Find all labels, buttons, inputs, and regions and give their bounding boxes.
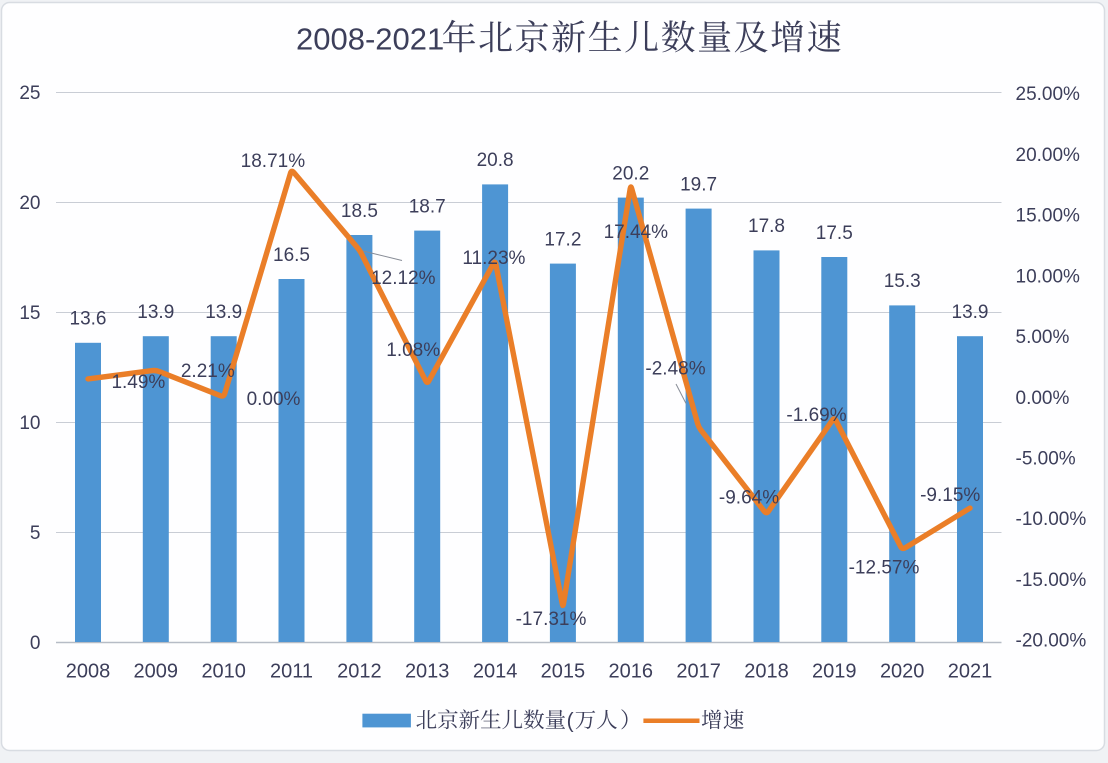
svg-text:10: 10 <box>19 413 40 434</box>
svg-text:10.00%: 10.00% <box>1016 266 1081 287</box>
svg-text:15: 15 <box>19 303 40 324</box>
svg-text:2008-2021: 2008-2021 <box>296 22 444 57</box>
svg-text:2018: 2018 <box>744 661 789 683</box>
svg-text:11.23%: 11.23% <box>462 248 525 269</box>
svg-text:5: 5 <box>30 523 41 544</box>
svg-text:-2.48%: -2.48% <box>645 359 705 380</box>
svg-text:18.5: 18.5 <box>341 201 378 222</box>
svg-text:0.00%: 0.00% <box>247 389 301 410</box>
svg-text:2016: 2016 <box>609 661 654 683</box>
svg-text:-1.69%: -1.69% <box>786 405 846 426</box>
svg-text:20.00%: 20.00% <box>1016 145 1081 166</box>
svg-text:25.00%: 25.00% <box>1016 84 1081 105</box>
svg-text:16.5: 16.5 <box>273 245 310 266</box>
svg-text:2010: 2010 <box>201 661 246 683</box>
svg-text:15.00%: 15.00% <box>1016 206 1081 227</box>
svg-text:-17.31%: -17.31% <box>516 609 587 630</box>
svg-text:13.9: 13.9 <box>137 302 174 323</box>
svg-text:1.08%: 1.08% <box>386 340 440 361</box>
svg-text:-10.00%: -10.00% <box>1016 509 1087 530</box>
svg-text:20.2: 20.2 <box>612 163 649 184</box>
svg-text:-9.64%: -9.64% <box>719 487 779 508</box>
svg-text:2019: 2019 <box>812 661 857 683</box>
svg-text:2013: 2013 <box>405 661 450 683</box>
svg-text:17.44%: 17.44% <box>604 222 669 243</box>
svg-text:17.5: 17.5 <box>816 223 853 244</box>
svg-text:13.9: 13.9 <box>952 302 989 323</box>
svg-text:20.8: 20.8 <box>477 150 514 171</box>
svg-text:-5.00%: -5.00% <box>1016 449 1076 470</box>
svg-text:17.2: 17.2 <box>544 229 581 250</box>
svg-text:1.49%: 1.49% <box>111 372 165 393</box>
svg-text:18.71%: 18.71% <box>241 151 306 172</box>
svg-text:13.6: 13.6 <box>70 309 107 330</box>
svg-text:19.7: 19.7 <box>680 174 717 195</box>
svg-text:2021: 2021 <box>948 661 993 683</box>
svg-text:2017: 2017 <box>676 661 721 683</box>
svg-text:-20.00%: -20.00% <box>1016 631 1087 652</box>
svg-text:0.00%: 0.00% <box>1016 388 1070 409</box>
svg-text:12.12%: 12.12% <box>371 268 436 289</box>
svg-text:-12.57%: -12.57% <box>849 557 920 578</box>
svg-text:17.8: 17.8 <box>748 216 785 237</box>
svg-text:2020: 2020 <box>880 661 925 683</box>
svg-text:-15.00%: -15.00% <box>1016 570 1087 591</box>
svg-text:5.00%: 5.00% <box>1016 327 1070 348</box>
svg-text:25: 25 <box>19 83 40 104</box>
svg-text:13.9: 13.9 <box>205 302 242 323</box>
svg-text:2014: 2014 <box>473 661 518 683</box>
svg-text:2009: 2009 <box>134 661 179 683</box>
svg-text:2015: 2015 <box>541 661 586 683</box>
svg-text:(: ( <box>567 710 574 733</box>
svg-text:-9.15%: -9.15% <box>920 485 980 506</box>
svg-text:2011: 2011 <box>270 661 313 683</box>
svg-text:15.3: 15.3 <box>884 271 921 292</box>
svg-text:2012: 2012 <box>337 661 382 683</box>
svg-text:20: 20 <box>19 193 40 214</box>
svg-text:0: 0 <box>30 633 41 654</box>
svg-text:18.7: 18.7 <box>409 196 446 217</box>
svg-text:2.21%: 2.21% <box>181 361 235 382</box>
svg-text:2008: 2008 <box>66 661 111 683</box>
